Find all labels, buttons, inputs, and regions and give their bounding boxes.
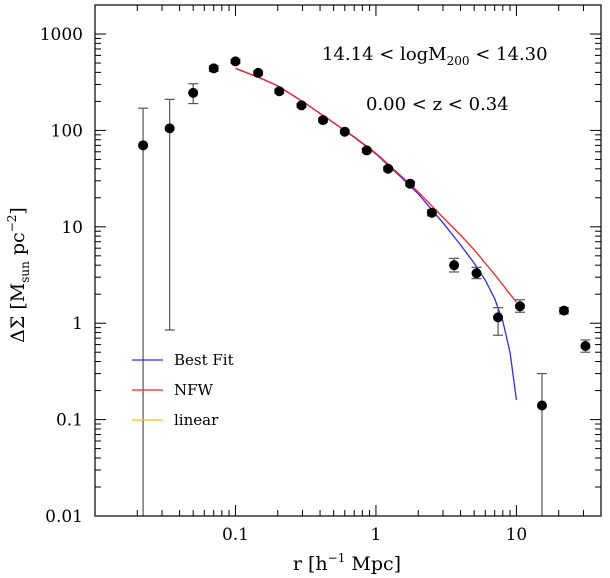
data-point [536, 400, 547, 411]
plot-frame [94, 4, 602, 517]
y-axis-title-main: ΔΣ [M [7, 283, 29, 343]
y-axis-title-close: ] [7, 207, 29, 214]
data-point [230, 56, 241, 67]
data-point [449, 260, 460, 271]
data-point [580, 341, 591, 352]
y-tick-label: 0.01 [45, 507, 83, 527]
data-point [383, 163, 394, 174]
x-tick-label: 0.1 [222, 525, 249, 545]
annotation-mass-range-subscript: 200 [447, 54, 470, 68]
data-point [138, 140, 149, 151]
data-point [208, 63, 219, 74]
data-point [296, 100, 307, 111]
annotation-mass-range-limit: < 14.30 [470, 44, 548, 65]
data-point [339, 126, 350, 137]
legend-label-best-fit: Best Fit [174, 351, 234, 369]
y-tick-label: 10 [61, 218, 83, 238]
annotation-redshift-range: 0.00 < z < 0.34 [366, 94, 509, 115]
data-point [164, 123, 175, 134]
data-point [558, 305, 569, 316]
y-tick-label: 100 [51, 121, 83, 141]
y-axis-ticks: 0.01 0.1 1 10 100 1000 [40, 4, 601, 527]
data-point [253, 67, 264, 78]
annotation-mass-range: 14.14 < logM200 < 14.30 [322, 44, 548, 68]
series-line-nfw [235, 67, 517, 303]
x-axis-title-main: r [h [293, 553, 328, 575]
x-axis-title: r [h−1 Mpc] [293, 551, 401, 575]
data-point [405, 178, 416, 189]
data-point [274, 86, 285, 97]
y-axis-title: ΔΣ [Msun pc−2] [5, 207, 32, 343]
legend-label-nfw: NFW [174, 381, 214, 399]
legend: Best Fit NFW linear [132, 351, 234, 429]
x-tick-label: 1 [371, 525, 382, 545]
y-tick-label: 1000 [40, 25, 83, 45]
data-point [318, 115, 329, 126]
x-axis-title-unit: Mpc] [345, 553, 401, 575]
data-point [471, 268, 482, 279]
data-point [188, 87, 199, 98]
x-tick-label: 10 [506, 525, 528, 545]
y-tick-label: 1 [72, 314, 83, 334]
data-point [514, 301, 525, 312]
y-tick-label: 0.1 [56, 411, 83, 431]
annotation-redshift-range-text: 0.00 < z < 0.34 [366, 94, 509, 115]
plot-marks [138, 56, 591, 516]
y-axis-title-subscript: sun [18, 261, 32, 283]
x-axis-ticks: 0.1 1 10 [94, 5, 602, 545]
data-point [361, 145, 372, 156]
data-point [426, 207, 437, 218]
data-point [493, 312, 504, 323]
y-axis-title-exponent: −2 [5, 215, 19, 233]
legend-label-linear: linear [174, 411, 219, 429]
y-axis-title-unit: pc [7, 232, 29, 261]
x-axis-title-exponent: −1 [328, 551, 346, 565]
series-line-best-fit [235, 67, 518, 401]
annotation-mass-range-main: 14.14 < logM [322, 44, 447, 65]
